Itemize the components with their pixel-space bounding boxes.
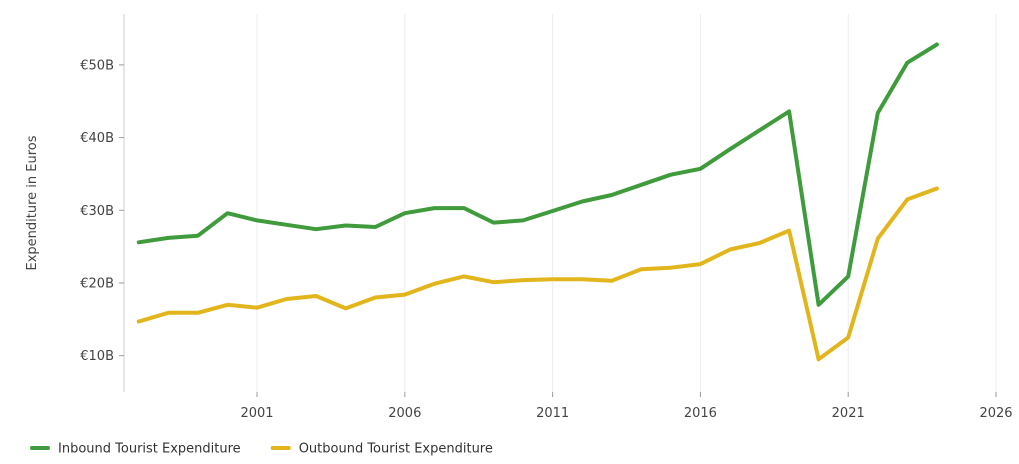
data-point[interactable] xyxy=(284,296,290,302)
legend-item-inbound[interactable]: Inbound Tourist Expenditure xyxy=(30,442,241,457)
data-point[interactable] xyxy=(313,293,319,299)
data-point[interactable] xyxy=(875,110,881,116)
data-point[interactable] xyxy=(579,199,585,205)
y-tick-label: €20B xyxy=(80,276,114,291)
data-point[interactable] xyxy=(165,310,171,316)
x-tick-label: 2016 xyxy=(684,406,717,421)
x-tick-label: 2011 xyxy=(536,406,569,421)
y-tick-label: €50B xyxy=(80,58,114,73)
data-point[interactable] xyxy=(313,226,319,232)
data-point[interactable] xyxy=(372,224,378,230)
data-point[interactable] xyxy=(195,310,201,316)
data-point[interactable] xyxy=(431,281,437,287)
x-tick-label: 2026 xyxy=(979,406,1012,421)
data-point[interactable] xyxy=(668,172,674,178)
data-point[interactable] xyxy=(254,305,260,311)
data-point[interactable] xyxy=(490,279,496,285)
data-point[interactable] xyxy=(520,277,526,283)
data-point[interactable] xyxy=(579,276,585,282)
data-point[interactable] xyxy=(816,356,822,362)
y-tick-label: €40B xyxy=(80,131,114,146)
series-line-outbound[interactable] xyxy=(136,186,939,362)
series-line-inbound[interactable] xyxy=(136,42,939,307)
data-point[interactable] xyxy=(845,273,851,279)
data-point[interactable] xyxy=(757,240,763,246)
data-point[interactable] xyxy=(638,266,644,272)
data-point[interactable] xyxy=(136,318,142,324)
data-point[interactable] xyxy=(165,235,171,241)
data-point[interactable] xyxy=(402,292,408,298)
data-point[interactable] xyxy=(224,210,230,216)
data-point[interactable] xyxy=(461,273,467,279)
legend-item-outbound[interactable]: Outbound Tourist Expenditure xyxy=(270,442,493,457)
data-point[interactable] xyxy=(904,60,910,66)
data-point[interactable] xyxy=(609,192,615,198)
data-point[interactable] xyxy=(668,265,674,271)
data-point[interactable] xyxy=(550,208,556,214)
x-tick-label: 2001 xyxy=(240,406,273,421)
data-point[interactable] xyxy=(224,302,230,308)
x-tick-label: 2021 xyxy=(832,406,865,421)
data-point[interactable] xyxy=(727,146,733,152)
data-point[interactable] xyxy=(845,334,851,340)
data-point[interactable] xyxy=(343,305,349,311)
data-point[interactable] xyxy=(461,205,467,211)
data-point[interactable] xyxy=(786,108,792,114)
y-axis-title: Expenditure in Euros xyxy=(25,135,40,270)
data-point[interactable] xyxy=(638,182,644,188)
data-point[interactable] xyxy=(550,276,556,282)
x-axis: 2001 2006 2011 2016 2021 2026 xyxy=(240,392,1013,421)
data-point[interactable] xyxy=(786,228,792,234)
data-point[interactable] xyxy=(934,185,940,191)
data-point[interactable] xyxy=(490,220,496,226)
data-point[interactable] xyxy=(431,205,437,211)
data-point[interactable] xyxy=(875,236,881,242)
data-point[interactable] xyxy=(904,196,910,202)
data-point[interactable] xyxy=(934,42,940,48)
x-tick-label: 2006 xyxy=(388,406,421,421)
data-point[interactable] xyxy=(372,295,378,301)
data-point[interactable] xyxy=(697,261,703,267)
series-layer xyxy=(136,42,940,362)
data-point[interactable] xyxy=(254,217,260,223)
legend-label: Outbound Tourist Expenditure xyxy=(299,442,493,457)
legend-label: Inbound Tourist Expenditure xyxy=(58,442,241,457)
y-tick-label: €30B xyxy=(80,204,114,219)
data-point[interactable] xyxy=(343,223,349,229)
data-point[interactable] xyxy=(136,239,142,245)
data-point[interactable] xyxy=(284,222,290,228)
grid xyxy=(256,14,997,392)
data-point[interactable] xyxy=(609,278,615,284)
data-point[interactable] xyxy=(816,302,822,308)
y-tick-label: €10B xyxy=(80,349,114,364)
data-point[interactable] xyxy=(757,127,763,133)
legend[interactable]: Inbound Tourist Expenditure Outbound Tour… xyxy=(30,442,493,457)
data-point[interactable] xyxy=(520,217,526,223)
data-point[interactable] xyxy=(727,247,733,253)
y-axis: €10B €20B €30B €40B €50B xyxy=(80,58,124,364)
data-point[interactable] xyxy=(697,166,703,172)
data-point[interactable] xyxy=(402,210,408,216)
data-point[interactable] xyxy=(195,233,201,239)
